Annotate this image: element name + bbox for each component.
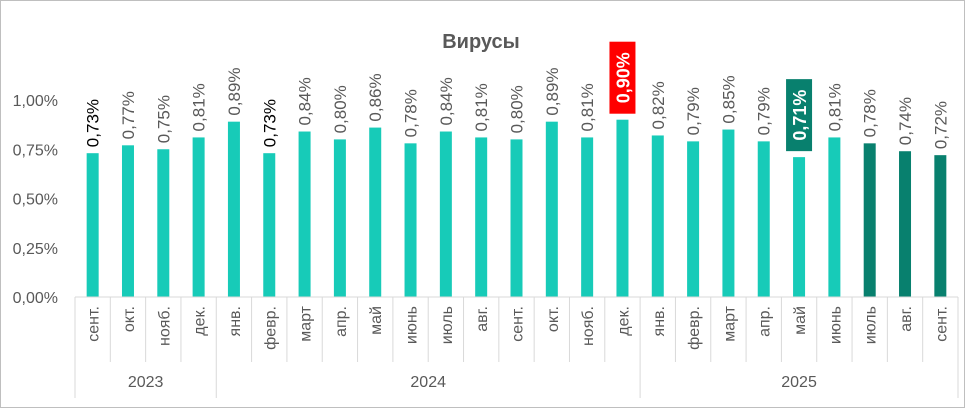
bar <box>86 153 99 297</box>
x-tick-label: дек. <box>615 306 632 336</box>
x-tick-label: сент. <box>510 306 527 342</box>
data-label: 0,82% <box>649 81 668 129</box>
x-tick-label: февр. <box>262 306 279 350</box>
data-label: 0,71% <box>790 90 810 141</box>
x-tick-label: июль <box>863 306 880 344</box>
bar <box>934 155 947 297</box>
bar <box>227 121 240 297</box>
data-label: 0,72% <box>931 101 950 149</box>
x-tick-label: янв. <box>651 306 668 336</box>
bar <box>828 137 841 297</box>
data-label: 0,81% <box>825 83 844 131</box>
year-label: 2024 <box>410 374 446 391</box>
data-label: 0,89% <box>225 67 244 115</box>
year-label: 2023 <box>128 374 164 391</box>
x-tick-label: окт. <box>121 306 138 332</box>
x-tick-label: апр. <box>757 306 774 337</box>
data-label: 0,78% <box>861 89 880 137</box>
bar <box>263 153 276 297</box>
x-tick-label: дек. <box>192 306 209 336</box>
x-tick-label: авг. <box>898 306 915 332</box>
x-tick-label: июнь <box>827 306 844 344</box>
bar <box>333 139 346 297</box>
y-tick-label: 0,25% <box>13 241 58 258</box>
min-value-badge <box>786 79 813 152</box>
y-tick-label: 0,00% <box>13 290 58 307</box>
bars-group: 0,73% 0,77% 0,75% 0,81% 0,89% 0,73% 0,84% 0,80%… <box>84 41 950 297</box>
bar <box>722 129 735 297</box>
bar <box>157 149 170 297</box>
data-label: 0,79% <box>684 87 703 135</box>
x-tick-label: май <box>368 306 385 335</box>
y-axis: 0,00% 0,25% 0,50% 0,75% 1,00% <box>13 93 58 307</box>
x-tick-label: март <box>298 305 315 341</box>
data-label: 0,77% <box>119 91 138 139</box>
bar <box>793 157 806 297</box>
data-label: 0,81% <box>578 83 597 131</box>
x-tick-label: сент. <box>86 306 103 342</box>
data-label: 0,84% <box>296 77 315 125</box>
bar <box>863 143 876 297</box>
x-tick-label: март <box>721 305 738 341</box>
bar <box>404 143 417 297</box>
x-tick-label: апр. <box>333 306 350 337</box>
y-tick-label: 0,50% <box>13 192 58 209</box>
bar <box>687 141 700 297</box>
data-label: 0,81% <box>190 83 209 131</box>
data-label: 0,89% <box>543 67 562 115</box>
bar <box>298 131 311 297</box>
data-label: 0,75% <box>154 95 173 143</box>
data-label: 0,84% <box>437 77 456 125</box>
bar <box>651 135 664 297</box>
x-tick-label: нояб. <box>156 306 173 346</box>
x-tick-label: июнь <box>404 306 421 344</box>
bar <box>475 137 488 297</box>
data-label: 0,78% <box>402 89 421 137</box>
bar <box>616 119 629 297</box>
data-label: 0,74% <box>896 97 915 145</box>
x-tick-label: май <box>792 306 809 335</box>
data-label: 0,79% <box>755 87 774 135</box>
x-tick-label: февр. <box>686 306 703 350</box>
x-axis: сент. окт. нояб. дек. янв. февр. март апр. май ию… <box>74 296 959 398</box>
x-tick-label: янв. <box>227 306 244 336</box>
bar <box>192 137 205 297</box>
bar <box>510 139 523 297</box>
year-label: 2025 <box>781 374 817 391</box>
bar <box>439 131 452 297</box>
data-label: 0,73% <box>260 99 279 147</box>
bar <box>581 137 594 297</box>
y-tick-label: 0,75% <box>13 142 58 159</box>
x-tick-label: нояб. <box>580 306 597 346</box>
data-label: 0,73% <box>84 99 103 147</box>
x-tick-label: сент. <box>933 306 950 342</box>
x-tick-label: окт. <box>545 306 562 332</box>
data-label: 0,86% <box>366 73 385 121</box>
bar <box>121 145 134 297</box>
data-label: 0,85% <box>719 75 738 123</box>
data-label: 0,80% <box>508 85 527 133</box>
data-label: 0,81% <box>472 83 491 131</box>
data-label: 0,80% <box>331 85 350 133</box>
data-label: 0,90% <box>613 52 633 103</box>
x-tick-label: авг. <box>474 306 491 332</box>
bar <box>369 127 382 297</box>
bar <box>899 151 912 297</box>
bar <box>545 121 558 297</box>
chart-title: Вирусы <box>442 31 520 53</box>
max-value-badge <box>609 41 636 114</box>
bar <box>757 141 770 297</box>
x-tick-label: июль <box>439 306 456 344</box>
y-tick-label: 1,00% <box>13 93 58 110</box>
